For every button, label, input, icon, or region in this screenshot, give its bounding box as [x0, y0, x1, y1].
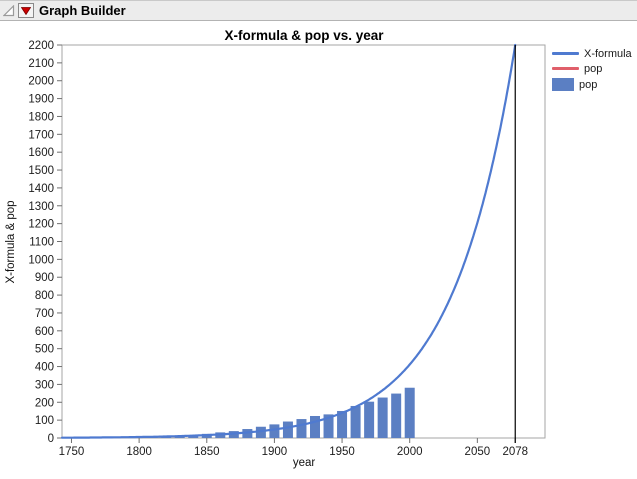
y-tick-label: 0: [48, 433, 54, 445]
y-tick-label: 2100: [28, 58, 54, 70]
pop-bar[interactable]: [337, 410, 348, 438]
y-axis-title: X-formula & pop: [5, 200, 17, 283]
line-swatch-icon: [552, 67, 579, 70]
plot-svg: X-formula & pop vs. year X-formula & pop…: [5, 28, 546, 469]
x-formula-curve[interactable]: [60, 43, 517, 439]
x-tick-label: 1850: [194, 446, 220, 458]
bar-swatch-icon: [552, 78, 574, 91]
y-tick-label: 100: [35, 415, 54, 427]
pop-bar[interactable]: [296, 419, 307, 438]
x-tick-label: 2050: [465, 446, 491, 458]
red-triangle-menu-button[interactable]: [18, 3, 34, 18]
x-axis-title: year: [293, 457, 316, 469]
y-tick-label: 1600: [28, 147, 54, 159]
disclosure-triangle-icon[interactable]: [2, 4, 15, 17]
pop-bar[interactable]: [377, 397, 388, 438]
legend-label: X-formula: [584, 47, 632, 60]
pop-bar[interactable]: [310, 415, 320, 438]
legend-label: pop: [579, 78, 598, 91]
pop-bar[interactable]: [391, 393, 402, 438]
y-tick-label: 500: [35, 344, 54, 356]
pop-bar[interactable]: [364, 401, 375, 438]
y-tick-label: 1100: [29, 237, 54, 249]
x-tick-label: 1750: [59, 446, 85, 458]
pop-bar[interactable]: [323, 414, 334, 438]
chart-title: X-formula & pop vs. year: [224, 28, 384, 43]
x-tick-label: 1900: [262, 446, 288, 458]
y-tick-label: 1400: [28, 183, 54, 195]
x-tick-label: 2000: [397, 446, 423, 458]
pop-bar[interactable]: [404, 387, 415, 438]
y-tick-label: 1300: [28, 201, 54, 213]
y-tick-label: 200: [35, 397, 54, 409]
x-tick-label: 1950: [329, 446, 355, 458]
legend-label: pop: [584, 62, 603, 75]
legend-item-pop-line[interactable]: pop: [552, 61, 632, 76]
legend-item-x-formula[interactable]: X-formula: [552, 46, 632, 61]
y-tick-label: 2000: [28, 76, 54, 88]
y-tick-label: 1000: [28, 254, 54, 266]
x-tick-label: 1800: [126, 446, 152, 458]
y-tick-label: 1500: [28, 165, 54, 177]
y-tick-label: 1900: [28, 94, 54, 106]
y-tick-label: 900: [35, 272, 54, 284]
pop-bar[interactable]: [255, 426, 266, 438]
y-tick-label: 2200: [28, 40, 54, 52]
window-title: Graph Builder: [39, 3, 126, 18]
y-tick-label: 600: [35, 326, 54, 338]
y-tick-label: 700: [35, 308, 54, 320]
y-tick-label: 1800: [28, 111, 54, 123]
plot-background[interactable]: [61, 44, 546, 439]
line-swatch-icon: [552, 52, 579, 55]
pop-bar[interactable]: [269, 424, 280, 438]
y-tick-label: 800: [35, 290, 54, 302]
y-tick-label: 1700: [28, 129, 54, 141]
x-tick-label: 2078: [502, 446, 528, 458]
legend: X-formula pop pop: [552, 46, 632, 93]
legend-item-pop-bar[interactable]: pop: [552, 76, 632, 93]
pop-bar[interactable]: [350, 405, 361, 438]
outline-header: Graph Builder: [0, 0, 637, 21]
y-tick-label: 1200: [28, 219, 54, 231]
pop-bar[interactable]: [282, 421, 293, 438]
y-tick-label: 300: [35, 379, 54, 391]
y-tick-label: 400: [35, 362, 54, 374]
